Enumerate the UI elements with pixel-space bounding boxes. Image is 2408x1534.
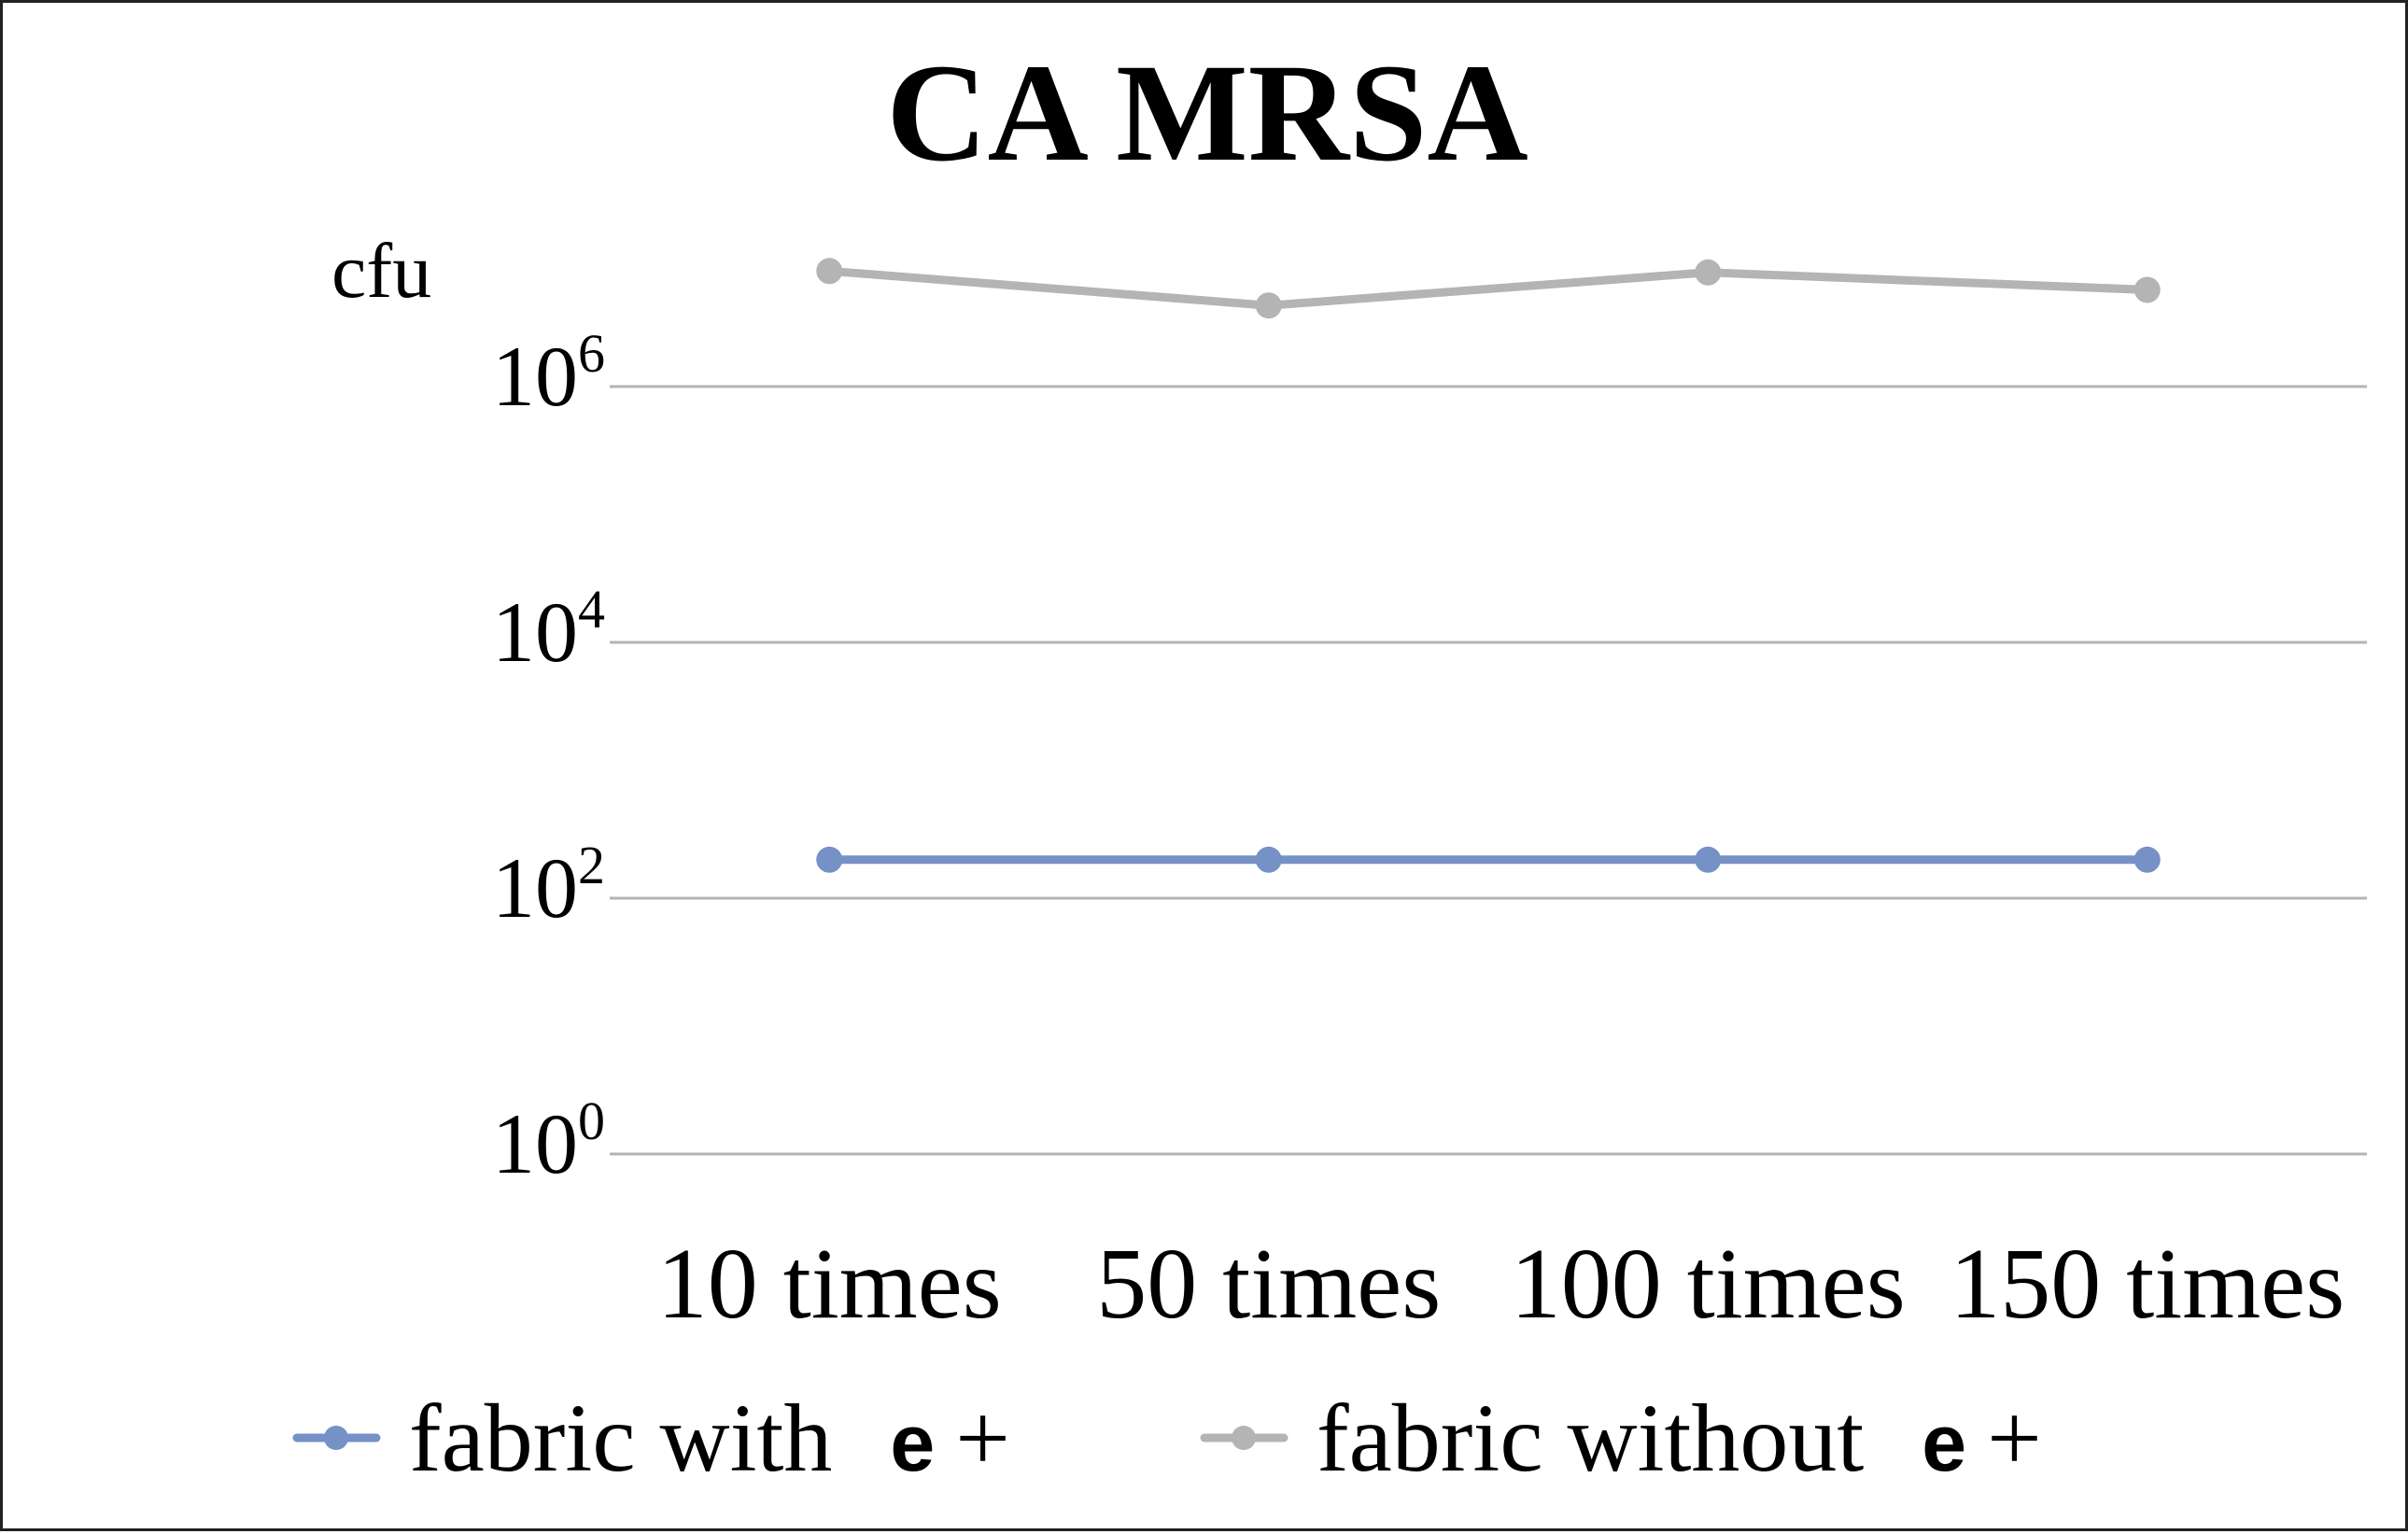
legend-series-name: fabric with — [409, 1385, 832, 1492]
data-point — [1695, 259, 1722, 286]
x-tick-label: 10 times — [657, 1229, 1002, 1340]
legend-label: fabric with e + — [409, 1385, 1010, 1492]
y-tick-exponent: 4 — [578, 579, 605, 640]
legend-label: fabric without e + — [1317, 1385, 2042, 1492]
x-tick-label: 150 times — [1950, 1229, 2345, 1340]
grid-lines — [610, 385, 2367, 1156]
legend-item: fabric with e + — [292, 1385, 1010, 1492]
data-point — [1695, 846, 1722, 873]
legend-item: fabric without e + — [1200, 1385, 2042, 1492]
legend-series-name: fabric without — [1317, 1385, 1864, 1492]
legend: fabric with e + fabric without e + — [292, 1385, 2042, 1492]
y-tick-base: 10 — [492, 329, 578, 424]
y-tick-base: 10 — [492, 1096, 578, 1191]
data-point — [1255, 846, 1282, 873]
series-line — [824, 266, 2152, 310]
data-point — [816, 258, 843, 285]
y-tick-exponent: 6 — [578, 323, 605, 384]
legend-plus-sign: + — [1987, 1385, 2042, 1492]
y-tick-base: 10 — [492, 840, 578, 936]
legend-plus-sign: + — [955, 1385, 1010, 1492]
y-tick-label: 104 — [492, 579, 605, 680]
y-tick-label: 106 — [492, 323, 605, 424]
y-tick-label: 100 — [492, 1091, 605, 1191]
legend-e-glyph: e — [1922, 1399, 1966, 1488]
y-tick-base: 10 — [492, 584, 578, 680]
x-tick-label: 50 times — [1096, 1229, 1441, 1340]
chart-title: CA MRSA — [886, 35, 1528, 190]
data-point — [2133, 276, 2161, 303]
legend-e-glyph: e — [890, 1399, 935, 1488]
x-axis-ticks: 10 times 50 times 100 times 150 times — [657, 1229, 2345, 1340]
legend-swatch-marker — [324, 1426, 348, 1450]
x-tick-label: 100 times — [1511, 1229, 1906, 1340]
data-point — [2133, 846, 2161, 873]
legend-swatch-marker — [1232, 1426, 1256, 1450]
y-tick-exponent: 0 — [578, 1091, 605, 1151]
data-point — [1255, 292, 1282, 319]
y-tick-label: 102 — [492, 835, 605, 936]
y-axis-unit-label: cfu — [331, 228, 431, 315]
series-lines — [816, 258, 2161, 873]
data-point — [816, 846, 843, 873]
y-tick-exponent: 2 — [578, 835, 605, 895]
